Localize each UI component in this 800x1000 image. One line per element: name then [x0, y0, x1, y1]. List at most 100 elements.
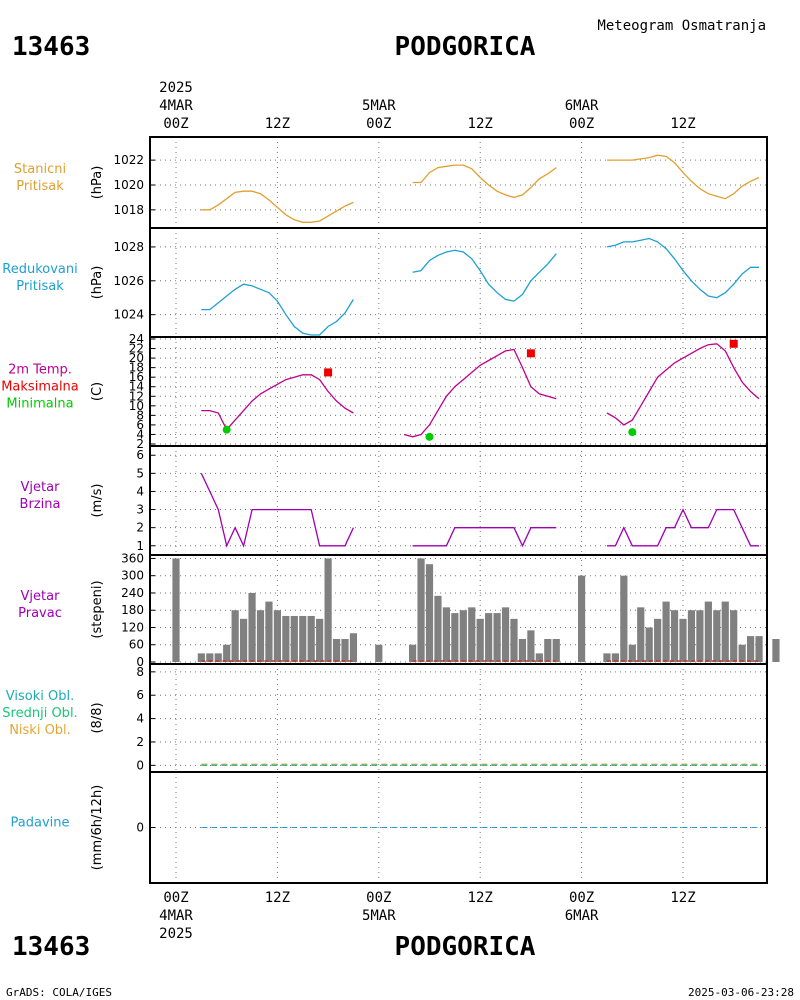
panel-unit-label: (stepeni): [90, 580, 105, 638]
y-tick-label: 2: [136, 521, 144, 535]
panel-reduced_pressure: 1024 1026 1028 Redukovani Pritisak (hPa): [2, 227, 768, 338]
wind-direction-bar: [730, 610, 738, 662]
wind_speed-line: [607, 508, 759, 547]
wind-direction-bar: [375, 644, 383, 662]
footer-timestamp: 2025-03-06-23:28: [688, 986, 794, 999]
y-tick-label: 2: [136, 735, 144, 749]
wind_speed-line: [200, 473, 354, 548]
top-hour-label: 12Z: [265, 116, 290, 132]
wind-direction-bar: [316, 618, 324, 662]
wind-direction-bar: [713, 610, 721, 662]
panel-frame: [149, 445, 768, 556]
panel-frame: [149, 663, 768, 773]
reduced_pressure-line: [412, 249, 557, 302]
y-tick-label: 24: [129, 332, 144, 346]
y-tick-label: 0: [136, 655, 144, 669]
wind-direction-bar: [544, 638, 552, 662]
tmax-marker: [526, 349, 535, 358]
wind-direction-bar: [611, 653, 619, 662]
panel-label: Stanicni: [14, 162, 66, 177]
wind-direction-bar: [290, 615, 298, 662]
panel-label: Niski Obl.: [9, 723, 71, 738]
y-tick-label: 2: [136, 437, 144, 451]
wind-direction-bar: [721, 601, 729, 662]
panel-label: Pritisak: [16, 179, 64, 194]
footer-station-name: PODGORICA: [395, 932, 536, 962]
bottom-time-axis: 00Z 4MAR 12Z 00Z 5MAR 12Z 00Z 6MAR 12Z 2025: [159, 890, 696, 942]
y-tick-label: 1022: [113, 153, 144, 167]
panel-unit-label: (8/8): [90, 702, 105, 733]
wind-direction-bar: [349, 633, 358, 662]
top-hour-label: 00Z: [366, 116, 391, 132]
temperature-line: [403, 348, 557, 438]
footer-credit: GrADS: COLA/IGES: [6, 986, 112, 999]
header-station-name: PODGORICA: [395, 32, 536, 62]
tmin-marker: [222, 425, 231, 434]
tmax-marker: [729, 339, 738, 348]
y-tick-label: 1018: [113, 203, 144, 217]
top-time-axis: 00Z 4MAR 12Z 00Z 5MAR 12Z 00Z 6MAR 12Z 2025: [159, 80, 696, 132]
y-tick-label: 6: [136, 448, 144, 462]
panel-label: Pritisak: [16, 279, 64, 294]
wind-direction-bar: [645, 627, 653, 662]
panel-wind_speed: 1 2 3 4 5 6 Vjetar Brzina (m/s): [20, 445, 768, 556]
wind-direction-bar: [628, 644, 636, 662]
y-tick-label: 180: [121, 603, 144, 617]
wind-direction-bar: [552, 638, 560, 662]
header-subtitle: Meteogram Osmatranja: [597, 18, 766, 34]
top-hour-label: 00Z: [569, 116, 594, 132]
panel-label: 2m Temp.: [8, 363, 72, 378]
y-tick-label: 6: [136, 688, 144, 702]
temperature-line: [606, 343, 760, 426]
reduced_pressure-line: [201, 283, 354, 336]
wind-direction-bar: [670, 610, 679, 662]
panel-frame: [149, 771, 768, 884]
panel-frame: [149, 336, 768, 447]
panel-label: Pravac: [18, 606, 62, 621]
wind-direction-bar: [265, 601, 273, 662]
panel-label: Vjetar: [21, 480, 61, 495]
station_pressure-line: [607, 154, 760, 200]
y-tick-label: 14: [129, 380, 144, 394]
wind-direction-bar: [747, 636, 755, 662]
wind-direction-bar: [299, 615, 307, 662]
wind-direction-bar: [535, 653, 543, 662]
top-hour-label: 00Z: [163, 116, 188, 132]
y-tick-label: 6: [136, 418, 144, 432]
wind-direction-bar: [282, 615, 290, 662]
wind-direction-bar: [459, 610, 467, 662]
bottom-hour-label: 12Z: [670, 890, 695, 906]
y-tick-label: 22: [129, 342, 144, 356]
wind-direction-bar: [620, 575, 628, 662]
wind-direction-bar: [273, 610, 281, 662]
y-tick-label: 20: [129, 351, 144, 365]
panel-label: Minimalna: [6, 397, 73, 412]
y-tick-label: 4: [136, 712, 144, 726]
top-date-label: 4MAR: [159, 98, 193, 114]
panel-frame: [149, 136, 768, 229]
wind-direction-bar: [425, 564, 434, 662]
wind-direction-bar: [332, 638, 341, 662]
wind-direction-bar: [738, 644, 746, 662]
panel-unit-label: (C): [90, 382, 105, 401]
wind-direction-bar: [527, 630, 535, 662]
tmin-marker: [425, 432, 434, 441]
y-tick-label: 1024: [113, 308, 144, 322]
top-hour-label: 12Z: [670, 116, 695, 132]
y-tick-label: 0: [136, 758, 144, 772]
wind-direction-bar: [485, 613, 493, 662]
panel-frame: [149, 227, 768, 338]
station_pressure-line: [412, 164, 557, 199]
wind-direction-bar: [231, 610, 239, 662]
wind_speed-line: [412, 527, 557, 548]
wind-direction-bar: [324, 558, 332, 662]
wind-direction-bar: [434, 595, 442, 662]
bottom-hour-label: 12Z: [265, 890, 290, 906]
y-tick-label: 16: [129, 370, 144, 384]
wind-direction-bar: [248, 592, 256, 662]
tmax-marker: [324, 368, 333, 377]
y-tick-label: 4: [136, 427, 144, 441]
bottom-date-label: 6MAR: [565, 908, 599, 924]
